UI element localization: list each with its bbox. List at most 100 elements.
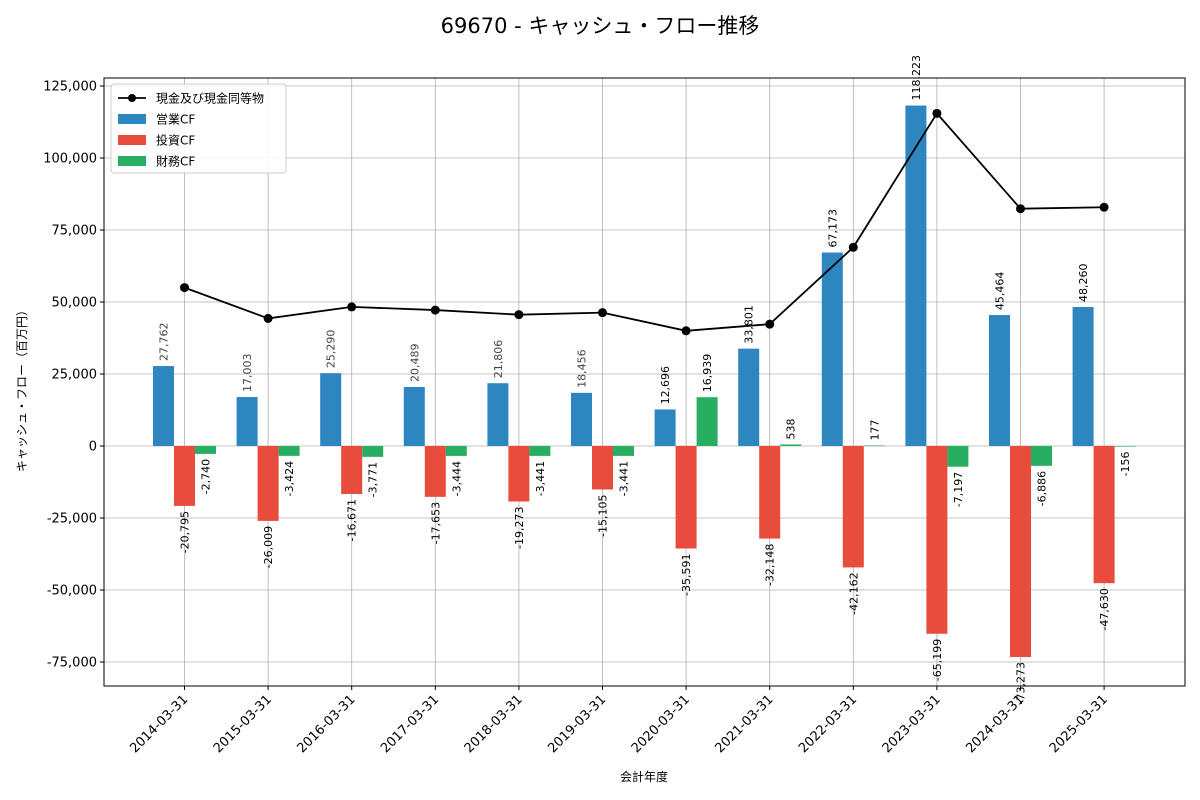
data-label: -6,886 xyxy=(1036,471,1049,506)
y-axis-ticks: -75,000 -50,000 -25,000 0 25,000 50,000 75,000… xyxy=(43,80,104,671)
data-label: 21,806 xyxy=(492,340,505,379)
x-tick-label: 2021-03-31 xyxy=(712,692,776,756)
data-label: -73,273 xyxy=(1015,662,1028,704)
data-label: -16,671 xyxy=(346,499,359,541)
bar xyxy=(278,446,300,456)
y-tick-label: -25,000 xyxy=(47,512,97,527)
bar xyxy=(842,446,864,568)
x-tick-label: 2024-03-31 xyxy=(963,692,1027,756)
x-tick-label: 2014-03-31 xyxy=(127,692,191,756)
data-label: -15,105 xyxy=(597,495,610,537)
bar xyxy=(571,392,592,446)
x-tick-label: 2020-03-31 xyxy=(629,692,693,756)
cash-point xyxy=(430,305,440,315)
data-label: 33,801 xyxy=(743,305,756,344)
bar xyxy=(236,397,258,446)
data-label: -7,197 xyxy=(952,472,965,507)
bar xyxy=(696,397,718,446)
data-label: 538 xyxy=(785,418,798,439)
bar xyxy=(780,444,802,446)
bar xyxy=(529,446,551,456)
bar xyxy=(654,409,676,446)
x-axis-ticks: 2014-03-31 2015-03-31 2016-03-31 2017-03-31… xyxy=(127,686,1111,756)
bar xyxy=(821,252,843,446)
legend-marker xyxy=(128,94,136,102)
data-label: -3,771 xyxy=(367,462,380,497)
data-label: -65,199 xyxy=(931,639,944,681)
bar xyxy=(508,446,530,502)
x-tick-label: 2015-03-31 xyxy=(211,692,275,756)
cash-point xyxy=(180,283,189,293)
bar xyxy=(738,348,760,446)
bar xyxy=(195,446,216,454)
bar xyxy=(403,386,425,446)
y-tick-label: 0 xyxy=(89,440,97,455)
data-label: -3,441 xyxy=(534,461,547,496)
data-label: 16,939 xyxy=(701,354,714,393)
cash-point xyxy=(1016,204,1025,214)
y-tick-label: -50,000 xyxy=(47,584,97,599)
legend-entry: 投資CF xyxy=(156,133,195,148)
bar xyxy=(424,446,446,497)
cash-point xyxy=(347,302,357,312)
bar xyxy=(1114,446,1136,447)
bar xyxy=(341,446,363,495)
bar xyxy=(1010,446,1031,658)
legend-swatch xyxy=(118,114,146,124)
cash-point xyxy=(765,319,775,329)
data-label: -156 xyxy=(1119,451,1132,476)
data-label: -3,441 xyxy=(618,461,631,496)
x-tick-label: 2018-03-31 xyxy=(462,692,526,756)
data-label: -19,273 xyxy=(513,507,526,549)
bar xyxy=(1072,307,1094,446)
grid-lines xyxy=(104,78,1185,686)
data-label: 27,762 xyxy=(158,323,171,362)
x-tick-label: 2016-03-31 xyxy=(294,692,358,756)
bar xyxy=(592,446,613,490)
legend-entry: 現金及び現金同等物 xyxy=(156,91,264,106)
cash-line-path xyxy=(184,111,1105,332)
data-label: -32,148 xyxy=(764,544,777,586)
bar xyxy=(759,446,781,539)
data-label: -17,653 xyxy=(429,502,442,544)
x-tick-label: 2023-03-31 xyxy=(880,692,944,756)
data-label: 48,260 xyxy=(1077,264,1090,303)
cash-point xyxy=(598,308,607,318)
data-label: -2,740 xyxy=(200,459,213,494)
data-label: 17,003 xyxy=(241,354,254,393)
legend-box xyxy=(110,83,287,174)
bar xyxy=(174,446,195,506)
bar xyxy=(989,315,1010,446)
data-label: 25,290 xyxy=(325,330,338,369)
data-label: -26,009 xyxy=(262,526,275,568)
bar xyxy=(487,383,509,446)
data-labels: 27,762 17,003 25,290 20,489 21,806 18,456 12,6… xyxy=(158,55,1133,704)
y-tick-label: 25,000 xyxy=(52,368,98,383)
x-tick-label: 2019-03-31 xyxy=(545,692,609,756)
cash-point xyxy=(932,108,942,118)
data-label: 45,464 xyxy=(994,272,1007,311)
x-tick-label: 2022-03-31 xyxy=(796,692,860,756)
data-label: -35,591 xyxy=(680,554,693,596)
data-label: 177 xyxy=(868,419,881,440)
bars xyxy=(153,105,1136,658)
data-label: 67,173 xyxy=(826,209,839,248)
x-axis-label: 会計年度 xyxy=(620,769,668,784)
y-tick-label: 75,000 xyxy=(52,224,98,239)
data-label: -20,795 xyxy=(179,511,192,553)
cash-point xyxy=(681,326,691,336)
cash-point xyxy=(263,313,273,323)
data-label: -42,162 xyxy=(847,572,860,614)
bar xyxy=(320,373,342,446)
data-label: -3,424 xyxy=(283,461,296,496)
legend-entry: 財務CF xyxy=(156,154,195,169)
cash-point xyxy=(514,310,524,320)
bar xyxy=(905,105,927,446)
data-label: 12,696 xyxy=(659,366,672,405)
bar xyxy=(863,445,885,447)
cash-line xyxy=(180,108,1109,336)
plot-frame xyxy=(103,77,1186,687)
data-label: -3,444 xyxy=(450,461,463,496)
